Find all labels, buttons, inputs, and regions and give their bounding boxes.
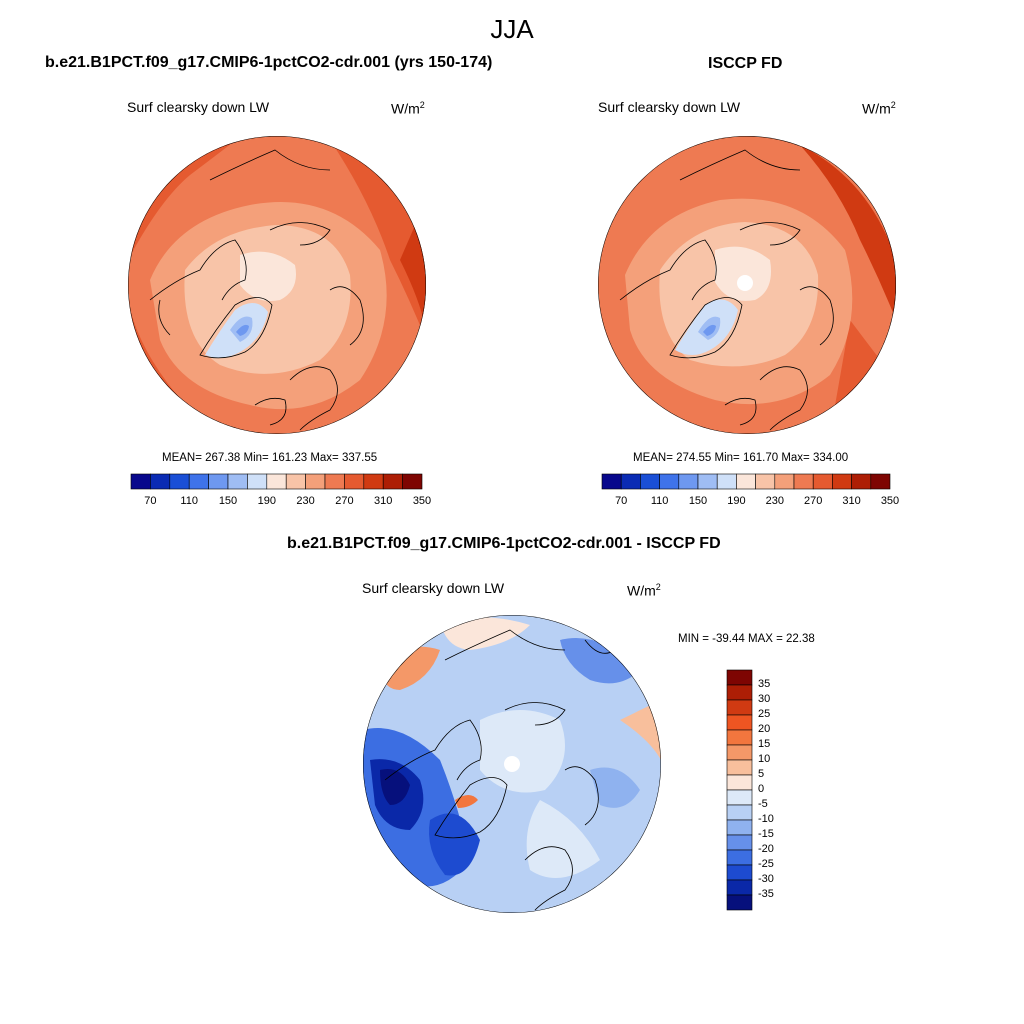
panel-1-colorbar-swatch bbox=[208, 473, 229, 490]
panel-2-colorbar-swatch bbox=[659, 473, 680, 490]
panel-2-colorbar-swatch bbox=[736, 473, 756, 490]
panel-3-colorbar-swatch bbox=[726, 789, 753, 806]
panel-3-colorbar-tick-label: 35 bbox=[758, 678, 771, 690]
panel-1-colorbar-swatch bbox=[247, 473, 268, 490]
panel-3-colorbar-tick-label: 5 bbox=[758, 768, 765, 780]
panel-1-colorbar-tick-label: 310 bbox=[374, 495, 393, 507]
panel-1-colorbar-tick-label: 150 bbox=[218, 495, 238, 507]
panel-3-colorbar-tick-label: 10 bbox=[758, 753, 771, 765]
panel-2-colorbar-swatch bbox=[812, 473, 833, 490]
panel-3-colorbar-tick-label: 30 bbox=[758, 693, 771, 705]
panel-1-colorbar-tick-label: 190 bbox=[257, 495, 276, 507]
panel-3-colorbar-swatch bbox=[726, 684, 753, 701]
panel-2-title: ISCCP FD bbox=[708, 55, 783, 72]
panel-2-colorbar-swatch bbox=[697, 473, 718, 490]
panel-2-variable-label: Surf clearsky down LW bbox=[598, 99, 741, 115]
panel-3-colorbar-swatch bbox=[726, 669, 753, 686]
panel-3-colorbar-tick-label: -25 bbox=[758, 858, 774, 870]
panel-1-colorbar-swatch bbox=[150, 473, 171, 490]
panel-3-colorbar-swatch bbox=[726, 879, 753, 896]
panel-3-title: b.e21.B1PCT.f09_g17.CMIP6-1pctCO2-cdr.00… bbox=[287, 535, 721, 552]
panel-2-colorbar-tick-label: 70 bbox=[615, 495, 628, 507]
panel-1-colorbar-swatch bbox=[169, 473, 190, 490]
panel-1-colorbar-swatch bbox=[285, 473, 306, 490]
panel-3-colorbar-swatch bbox=[726, 729, 753, 746]
panel-1-colorbar-swatch bbox=[130, 473, 151, 490]
panel-3-colorbar-swatch bbox=[726, 864, 753, 881]
panel-3-units: W/m2 bbox=[627, 582, 661, 599]
panel-3-colorbar-swatch bbox=[726, 759, 753, 776]
panel-1-colorbar-tick-label: 70 bbox=[144, 495, 157, 507]
panel-2-colorbar-swatch bbox=[851, 473, 872, 490]
panel-3-colorbar bbox=[726, 669, 753, 911]
panel-2-colorbar-tick-label: 310 bbox=[842, 495, 861, 507]
panel-3-colorbar-swatch bbox=[726, 819, 753, 836]
panel-3-colorbar-tick-label: 25 bbox=[758, 708, 771, 720]
panel-3-colorbar-tick-label: -20 bbox=[758, 843, 774, 855]
panel-2-units: W/m2 bbox=[862, 100, 896, 117]
panel-3-colorbar-tick-label: -15 bbox=[758, 828, 774, 840]
panel-3-map bbox=[363, 615, 661, 913]
main-title: JJA bbox=[490, 14, 534, 44]
panel-1-colorbar-tick-label: 230 bbox=[296, 495, 315, 507]
panel-1-colorbar-swatch bbox=[305, 473, 326, 490]
panel-3-colorbar-swatch bbox=[726, 744, 753, 761]
panel-2-colorbar-swatch bbox=[640, 473, 660, 490]
panel-3-colorbar-swatch bbox=[726, 714, 753, 731]
panel-2-colorbar-tick-label: 230 bbox=[765, 495, 784, 507]
panel-2-colorbar-tick-label: 350 bbox=[880, 495, 900, 507]
panel-1-colorbar-swatch bbox=[402, 473, 423, 490]
panel-1-colorbar-tick-label: 270 bbox=[335, 495, 354, 507]
panel-1-colorbar bbox=[130, 473, 423, 490]
panel-3-colorbar-swatch bbox=[726, 894, 753, 911]
panel-2-colorbar-swatch bbox=[678, 473, 699, 490]
panel-1-colorbar-swatch bbox=[382, 473, 403, 490]
panel-1-colorbar-swatch bbox=[344, 473, 365, 490]
panel-1-colorbar-swatch bbox=[324, 473, 345, 490]
panel-1-colorbar-swatch bbox=[227, 473, 248, 490]
panel-1-colorbar-swatch bbox=[266, 473, 287, 490]
panel-3-colorbar-swatch bbox=[726, 774, 753, 791]
panel-3-variable-label: Surf clearsky down LW bbox=[362, 580, 505, 596]
panel-2-colorbar-tick-label: 150 bbox=[688, 495, 708, 507]
panel-2-colorbar-swatch bbox=[755, 473, 776, 490]
panel-2-colorbar-swatch bbox=[793, 473, 814, 490]
panel-2-stats: MEAN= 274.55 Min= 161.70 Max= 334.00 bbox=[633, 452, 849, 464]
panel-2-colorbar-swatch bbox=[620, 473, 641, 490]
panel-1-colorbar-swatch bbox=[188, 473, 209, 490]
panel-2-colorbar-swatch bbox=[601, 473, 622, 490]
panel-3-colorbar-tick-label: -30 bbox=[758, 873, 774, 885]
panel-3-colorbar-tick-label: -10 bbox=[758, 813, 774, 825]
panel-2-colorbar-swatch bbox=[832, 473, 852, 490]
panel-1-title: b.e21.B1PCT.f09_g17.CMIP6-1pctCO2-cdr.00… bbox=[45, 54, 493, 71]
panel-3-colorbar-tick-label: 15 bbox=[758, 738, 771, 750]
panel-2-colorbar-swatch bbox=[870, 473, 891, 490]
panel-2-colorbar bbox=[601, 473, 891, 490]
panel-1-stats: MEAN= 267.38 Min= 161.23 Max= 337.55 bbox=[162, 452, 378, 464]
panel-3-colorbar-tick-label: -5 bbox=[758, 798, 768, 810]
panel-1-map bbox=[128, 136, 426, 434]
panel-3-colorbar-swatch bbox=[726, 834, 753, 851]
panel-1-variable-label: Surf clearsky down LW bbox=[127, 99, 270, 115]
panel-2-colorbar-swatch bbox=[716, 473, 737, 490]
panel-2-colorbar-swatch bbox=[774, 473, 795, 490]
panel-3-colorbar-tick-label: -35 bbox=[758, 888, 774, 900]
panel-3-colorbar-tick-label: 20 bbox=[758, 723, 771, 735]
panel-3-colorbar-swatch bbox=[726, 849, 753, 866]
panel-3-colorbar-tick-label: 0 bbox=[758, 783, 765, 795]
panel-2-colorbar-tick-label: 110 bbox=[650, 495, 669, 507]
panel-2-map bbox=[598, 136, 896, 434]
panel-3-colorbar-swatch bbox=[726, 699, 753, 716]
panel-1-colorbar-tick-label: 110 bbox=[180, 495, 198, 507]
panel-1-units: W/m2 bbox=[391, 100, 425, 117]
panel-3-colorbar-swatch bbox=[726, 804, 753, 821]
panel-1-colorbar-swatch bbox=[363, 473, 384, 490]
panel-1-colorbar-tick-label: 350 bbox=[412, 495, 432, 507]
panel-2-colorbar-tick-label: 270 bbox=[804, 495, 823, 507]
panel-3-stats: MIN = -39.44 MAX = 22.38 bbox=[678, 633, 815, 645]
panel-2-colorbar-tick-label: 190 bbox=[727, 495, 746, 507]
